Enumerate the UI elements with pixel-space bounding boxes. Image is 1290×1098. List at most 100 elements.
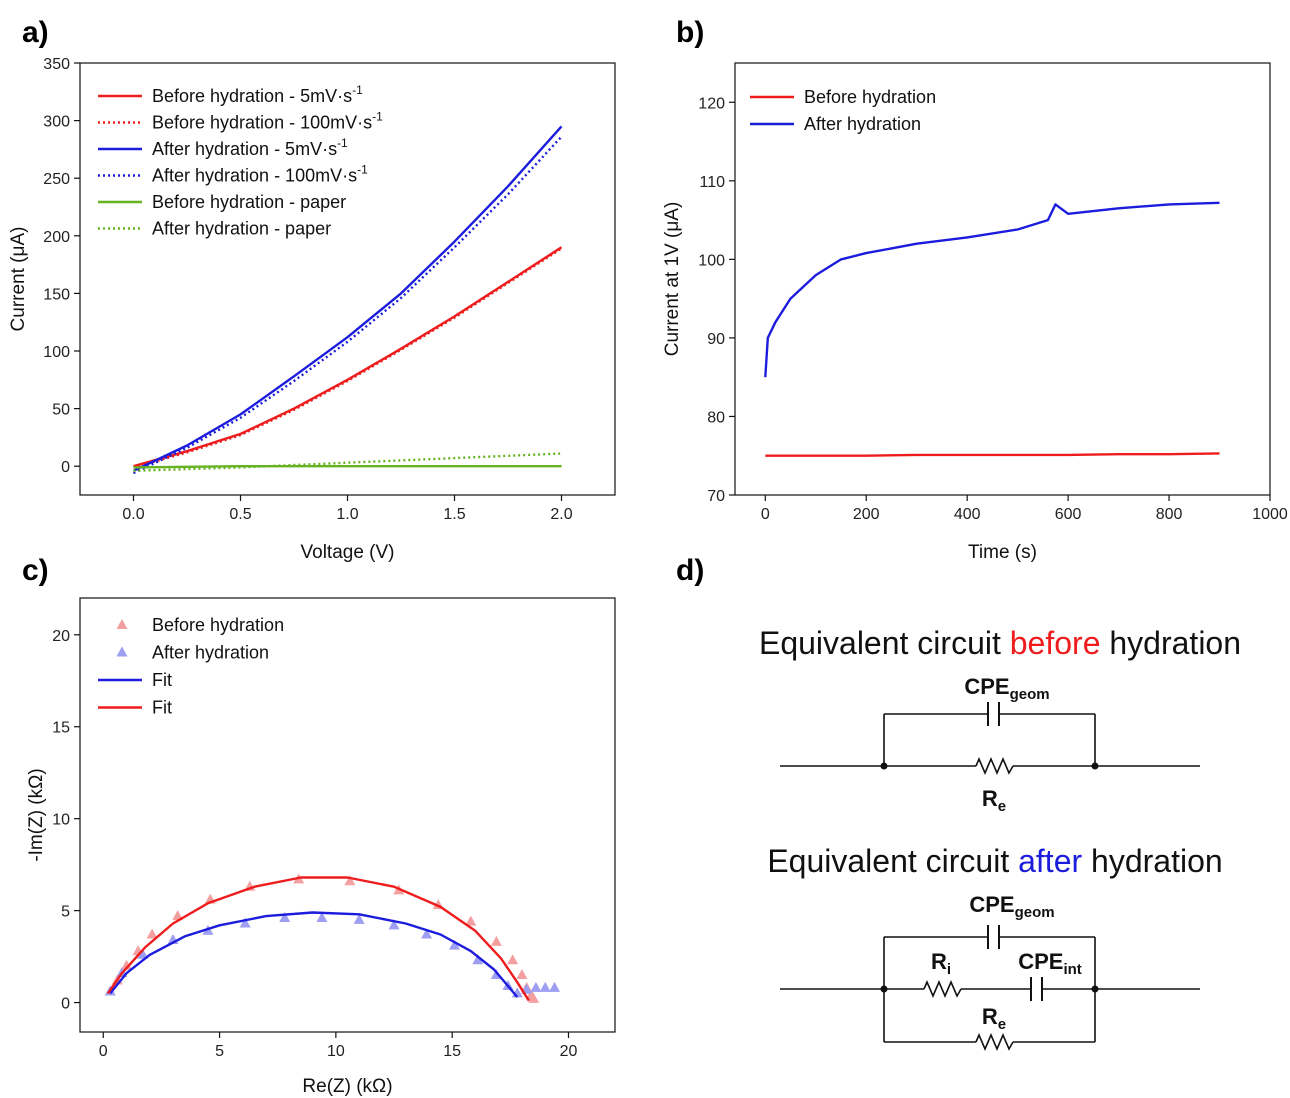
- x-axis-label: Time (s): [968, 542, 1037, 563]
- x-tick-label: 1000: [1252, 506, 1288, 523]
- y-tick-label: 20: [52, 628, 70, 645]
- cpe-int-label: CPEint: [1018, 949, 1082, 978]
- resistor-re-after: [975, 1032, 1014, 1052]
- y-tick-label: 100: [698, 252, 725, 269]
- legend-label: Before hydration - 100mV·s-1: [152, 110, 383, 133]
- x-tick-label: 1.5: [443, 506, 465, 523]
- node-left-before: [880, 762, 888, 770]
- y-tick-label: 15: [52, 720, 70, 737]
- circuit-after: Equivalent circuit after hydration CPEge…: [767, 843, 1223, 1052]
- y-tick-label: 5: [61, 904, 70, 921]
- cpe-geom-label-before: CPEgeom: [964, 674, 1049, 703]
- series-c-0-point: [516, 968, 528, 979]
- y-tick-label: 0: [61, 996, 70, 1013]
- legend-entry: Before hydration: [116, 615, 284, 635]
- legend-entry: After hydration - 5mV·s-1: [98, 136, 348, 159]
- y-tick-label: 100: [43, 344, 70, 361]
- y-tick-label: 0: [61, 459, 70, 476]
- series-c-0-point: [121, 959, 133, 970]
- x-tick-label: 800: [1156, 506, 1183, 523]
- x-tick-label: 15: [443, 1043, 461, 1060]
- series-a-1-line: [133, 247, 563, 469]
- legend-label: After hydration: [152, 643, 269, 663]
- legend-entry: After hydration: [750, 114, 921, 134]
- series-c-0-point: [344, 875, 356, 886]
- y-tick-label: 50: [52, 402, 70, 419]
- series-c-1-point: [449, 939, 460, 950]
- resistor-ri: [923, 979, 962, 999]
- series-c-1-point: [530, 981, 542, 992]
- series-c-0-point: [146, 928, 158, 939]
- y-axis-label: Current at 1V (μA): [662, 202, 683, 357]
- x-tick-label: 0.5: [229, 506, 251, 523]
- circuit-before: Equivalent circuit before hydration CPEg…: [759, 625, 1241, 815]
- series-a-0-line: [133, 246, 563, 468]
- series-c-1-point: [316, 911, 328, 922]
- x-tick-label: 20: [560, 1043, 578, 1060]
- re-label-after: Re: [982, 1004, 1006, 1033]
- x-tick-label: 5: [215, 1043, 224, 1060]
- y-axis-label: Current (μA): [8, 227, 29, 332]
- legend-entry: Fit: [98, 670, 172, 690]
- x-tick-label: 0.0: [122, 506, 144, 523]
- series-c-0-point: [528, 992, 540, 1003]
- x-tick-label: 0: [99, 1043, 108, 1060]
- series-c-0-point: [172, 910, 184, 921]
- series-b-1-line: [764, 201, 1220, 378]
- x-axis-label: Voltage (V): [301, 542, 395, 563]
- x-tick-label: 10: [327, 1043, 345, 1060]
- legend-entry: After hydration - 100mV·s-1: [98, 163, 368, 186]
- panel-label-c: c): [22, 554, 49, 587]
- legend-label: Before hydration: [152, 615, 284, 635]
- series-a-3-line: [132, 135, 563, 475]
- x-tick-label: 2.0: [550, 506, 572, 523]
- legend-label: After hydration - paper: [152, 219, 331, 239]
- legend-label: After hydration - 100mV·s-1: [152, 163, 368, 186]
- y-tick-label: 120: [698, 95, 725, 112]
- legend-label: Before hydration - paper: [152, 192, 346, 212]
- panel-label-a: a): [22, 16, 49, 49]
- legend-entry: Before hydration - 100mV·s-1: [98, 110, 383, 133]
- x-tick-label: 400: [954, 506, 981, 523]
- y-tick-label: 110: [699, 174, 725, 191]
- series-c-1-point: [549, 981, 561, 992]
- series-c-1-point: [472, 954, 484, 965]
- series-a-4-line: [133, 465, 562, 469]
- legend-swatch: [116, 619, 128, 629]
- legend-label: Before hydration - 5mV·s-1: [152, 83, 363, 106]
- circuit-before-highlight: before: [1010, 625, 1101, 661]
- series-c-2-line: [109, 911, 519, 998]
- circuit-before-title: Equivalent circuit before hydration: [759, 625, 1241, 661]
- legend-label: After hydration - 5mV·s-1: [152, 136, 348, 159]
- legend-entry: Before hydration: [750, 87, 936, 107]
- legend-entry: Fit: [98, 698, 172, 718]
- re-label-before: Re: [982, 786, 1006, 815]
- ri-label: Ri: [931, 949, 951, 978]
- circuit-after-highlight: after: [1018, 843, 1082, 879]
- y-axis-label: -Im(Z) (kΩ): [26, 768, 47, 861]
- series-c-1-point: [239, 917, 251, 928]
- circuit-before-wires: [780, 713, 1200, 767]
- y-tick-label: 90: [707, 331, 725, 348]
- node-right-before: [1091, 762, 1099, 770]
- legend-swatch: [116, 646, 128, 657]
- series-c-1-point: [539, 981, 551, 992]
- plot-frame: [734, 62, 1271, 496]
- x-tick-label: 200: [853, 506, 880, 523]
- node-right-after: [1091, 985, 1099, 993]
- resistor-re-before: [975, 756, 1014, 776]
- series-a-5-line: [133, 452, 562, 472]
- panel-label-d: d): [676, 554, 704, 587]
- legend-label: Before hydration: [804, 87, 936, 107]
- series-c-3-line: [106, 876, 530, 1002]
- cpe-geom-symbol-after: [987, 925, 1000, 949]
- series-c-1-point: [137, 948, 149, 959]
- circuit-after-title: Equivalent circuit after hydration: [767, 843, 1222, 879]
- x-tick-label: 1.0: [336, 506, 358, 523]
- legend-entry: Before hydration - paper: [98, 192, 346, 212]
- y-tick-label: 70: [707, 488, 725, 505]
- legend-entry: After hydration - paper: [98, 219, 331, 239]
- panel-label-b: b): [676, 16, 704, 49]
- legend-label: Fit: [152, 670, 172, 690]
